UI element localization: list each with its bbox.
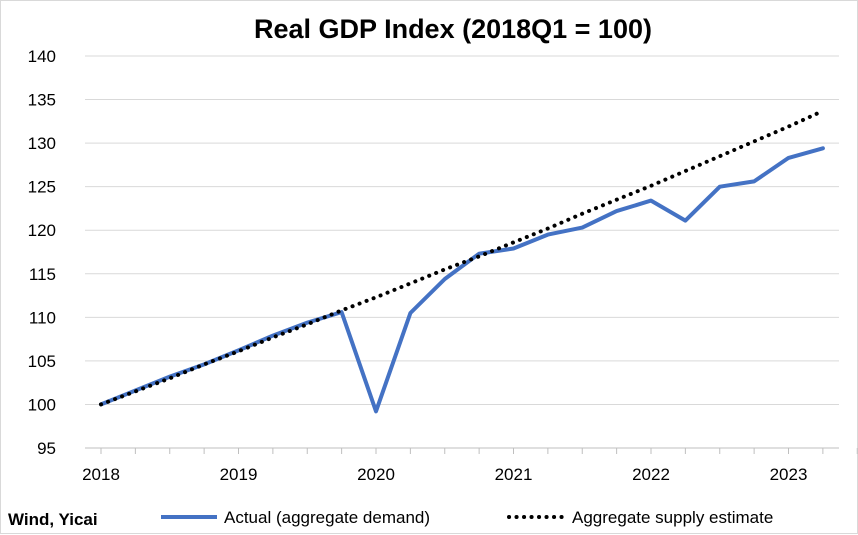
y-tick-label-140: 140 [28,47,56,66]
y-tick-label-120: 120 [28,221,56,240]
y-tick-label-110: 110 [29,308,56,327]
legend-label-actual: Actual (aggregate demand) [224,508,430,527]
y-tick-label-130: 130 [28,134,56,153]
source-note: Wind, Yicai [8,510,98,529]
x-tick-label-2023: 2023 [770,465,808,484]
x-tick-label-2018: 2018 [82,465,120,484]
x-tick-label-2019: 2019 [220,465,258,484]
legend-label-supply: Aggregate supply estimate [572,508,773,527]
legend: Actual (aggregate demand) Aggregate supp… [161,508,773,527]
chart-title: Real GDP Index (2018Q1 = 100) [254,14,652,44]
y-tick-label-95: 95 [37,439,56,458]
y-tick-label-105: 105 [28,352,56,371]
x-tick-label-2021: 2021 [495,465,533,484]
series-line-actual [99,146,825,414]
axes: 95 100 105 110 115 120 125 130 135 140 2018 2019 202… [28,47,858,484]
x-tick-label-2020: 2020 [357,465,395,484]
y-tick-label-100: 100 [28,395,56,414]
y-tick-label-125: 125 [28,178,56,197]
y-tick-label-115: 115 [29,265,56,284]
series-line-supply-estimate [99,108,825,407]
x-tick-label-2022: 2022 [632,465,670,484]
gridlines [85,55,839,405]
series-lines [99,108,825,414]
y-tick-label-135: 135 [28,91,56,110]
